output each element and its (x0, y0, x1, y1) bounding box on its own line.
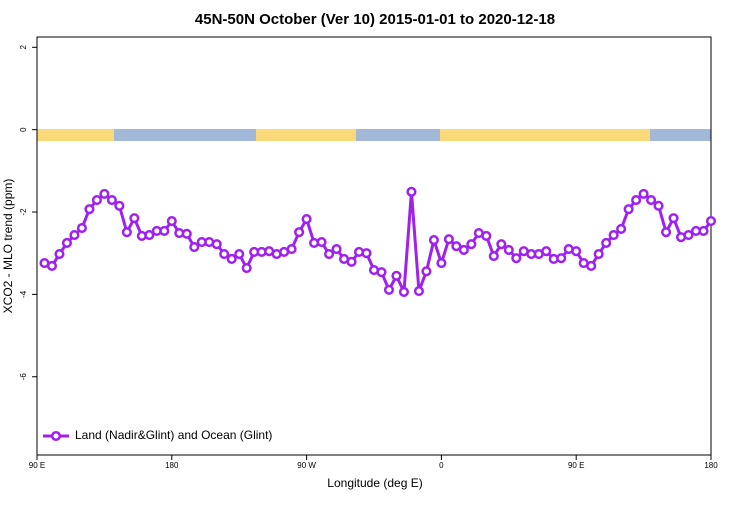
x-tick-label: 180 (165, 461, 179, 470)
point (69, 230, 80, 241)
point (503, 244, 514, 255)
point (593, 248, 604, 260)
point (481, 230, 492, 241)
point (234, 248, 245, 260)
point (443, 234, 454, 245)
point (623, 204, 634, 215)
point (61, 237, 73, 248)
point (661, 227, 672, 238)
point (616, 223, 627, 234)
legend-marker (50, 430, 62, 442)
point (601, 237, 612, 248)
point (84, 204, 95, 215)
point (451, 241, 462, 252)
y-axis-label: XCO2 - MLO trend (ppm) (1, 179, 15, 314)
x-axis-label: Longitude (deg E) (327, 476, 422, 490)
point (46, 260, 58, 272)
point (346, 256, 357, 267)
plot-frame (36, 36, 712, 456)
point (106, 195, 117, 206)
point (511, 253, 522, 264)
land-band (256, 129, 356, 141)
point (571, 246, 582, 257)
point (166, 216, 177, 227)
y-tick-label: 2 (19, 45, 28, 50)
x-tick-label: 90 W (297, 461, 316, 470)
point (144, 230, 155, 241)
map-strip (37, 129, 711, 141)
point (638, 188, 649, 199)
point (421, 266, 432, 277)
point (159, 225, 170, 237)
y-tick-label: -6 (19, 373, 28, 381)
point (91, 195, 102, 206)
point (646, 195, 657, 206)
point (398, 286, 410, 297)
point (586, 260, 597, 272)
point (653, 200, 664, 211)
point (99, 188, 110, 199)
point (458, 244, 469, 255)
point (608, 230, 619, 241)
point (331, 244, 342, 255)
point (226, 253, 237, 265)
point (413, 286, 424, 297)
point (121, 227, 132, 238)
point (54, 248, 65, 260)
point (189, 241, 200, 253)
point (668, 213, 679, 224)
point (631, 195, 642, 206)
y-tick-label: 0 (19, 127, 28, 132)
point (294, 227, 305, 238)
y-tick-label: -4 (19, 290, 28, 298)
point (76, 223, 87, 234)
point (324, 248, 335, 260)
x-tick-label: 90 E (29, 461, 45, 470)
x-tick-label: 90 E (568, 461, 584, 470)
point (114, 200, 125, 211)
chart-title: 45N-50N October (Ver 10) 2015-01-01 to 2… (195, 11, 555, 28)
point (219, 248, 230, 260)
land-band (37, 129, 114, 141)
point (383, 284, 395, 295)
point (436, 258, 447, 269)
point (361, 248, 372, 259)
point (286, 244, 297, 255)
point (488, 251, 499, 262)
point (391, 270, 402, 281)
point (211, 239, 222, 250)
point (181, 228, 192, 239)
legend-label: Land (Nadir&Glint) and Ocean (Glint) (75, 428, 272, 442)
point (129, 213, 140, 224)
point (541, 246, 552, 257)
point (705, 216, 717, 227)
point (301, 213, 312, 225)
point (241, 262, 252, 274)
point (376, 267, 387, 278)
land-band (440, 129, 650, 141)
point (406, 186, 417, 197)
point (428, 234, 439, 246)
point (316, 237, 327, 248)
point (683, 230, 694, 241)
x-tick-label: 0 (439, 461, 444, 470)
y-tick-label: -2 (19, 208, 28, 216)
point (496, 239, 507, 250)
point (466, 239, 477, 250)
x-tick-label: 180 (704, 461, 718, 470)
point (698, 225, 709, 237)
point (556, 253, 567, 264)
